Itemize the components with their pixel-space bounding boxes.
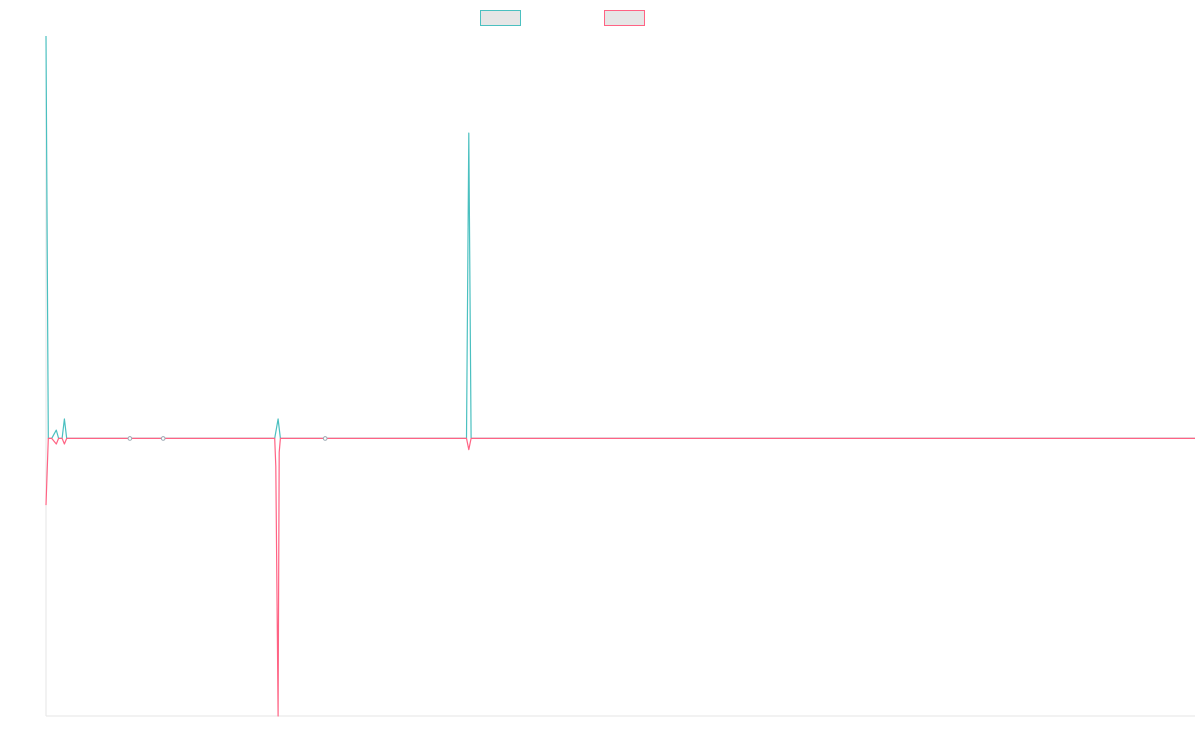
legend-item-1[interactable]: [480, 10, 521, 26]
legend-swatch-2: [604, 10, 645, 26]
legend-item-2[interactable]: [604, 10, 645, 26]
data-markers: [127, 436, 328, 441]
data-point-marker-1: [127, 436, 133, 441]
data-point-marker-3: [322, 436, 328, 441]
series-line-1: [45, 35, 1195, 439]
data-point-marker-2: [160, 436, 166, 441]
legend: [480, 10, 645, 26]
series-lines: [45, 35, 1195, 717]
series-line-2: [45, 437, 1195, 717]
axes: [45, 36, 1195, 717]
legend-swatch-1: [480, 10, 521, 26]
